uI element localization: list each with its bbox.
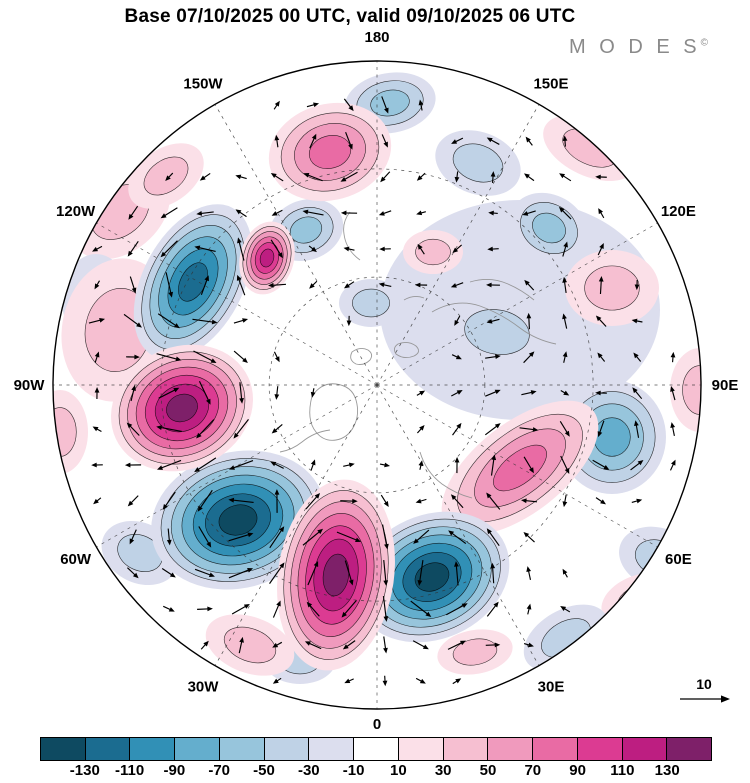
colorbar bbox=[40, 737, 712, 761]
lon-label: 90E bbox=[712, 377, 739, 394]
colorbar-tick: -30 bbox=[297, 762, 320, 779]
colorbar-tick: -70 bbox=[208, 762, 231, 779]
lon-label: 90W bbox=[14, 377, 46, 394]
vector-reference: 10 bbox=[668, 676, 738, 705]
lon-label: 120E bbox=[661, 203, 696, 220]
colorbar-segment bbox=[533, 738, 578, 760]
lon-label: 0 bbox=[373, 716, 381, 730]
wind-vectors bbox=[88, 96, 676, 687]
colorbar-segment bbox=[398, 738, 444, 760]
colorbar-segment bbox=[622, 738, 668, 760]
polar-map: 180 150W 120W 90W 60W 30W 0 30E 60E 90E 120E 150E bbox=[14, 29, 739, 730]
modes-logo: M O D E S© bbox=[569, 36, 708, 59]
colorbar-tick: 10 bbox=[390, 762, 407, 779]
colorbar-segment bbox=[219, 738, 265, 760]
lon-labels: 180 150W 120W 90W 60W 30W 0 30E 60E 90E 120E 150E bbox=[14, 29, 739, 730]
colorbar-segment bbox=[175, 738, 220, 760]
map-boundary bbox=[52, 60, 702, 710]
colorbar-segment bbox=[354, 738, 399, 760]
vector-reference-arrow bbox=[680, 695, 730, 703]
colorbar-segment bbox=[667, 738, 712, 760]
colorbar-tick-labels: -130 -110 -90 -70 -50 -30 -10 10 30 50 70 90 110 130 bbox=[0, 762, 750, 782]
modes-logo-mark: © bbox=[700, 37, 708, 49]
lon-label: 30W bbox=[188, 678, 220, 695]
lon-label: 120W bbox=[56, 203, 96, 220]
colorbar-tick: 70 bbox=[524, 762, 542, 779]
colorbar-segment bbox=[309, 738, 355, 760]
colorbar-tick: 90 bbox=[569, 762, 586, 779]
modes-logo-text: M O D E S bbox=[569, 36, 701, 58]
colorbar-tick: -90 bbox=[163, 762, 186, 779]
colorbar-segment bbox=[264, 738, 310, 760]
lon-label: 150E bbox=[533, 76, 568, 93]
lon-label: 150W bbox=[183, 76, 223, 93]
lon-label: 180 bbox=[364, 29, 389, 46]
chart-title: Base 07/10/2025 00 UTC, valid 09/10/2025… bbox=[124, 6, 576, 27]
lon-label: 60E bbox=[665, 551, 692, 568]
colorbar-tick: 130 bbox=[654, 762, 680, 779]
colorbar-tick: -110 bbox=[114, 762, 145, 779]
colorbar-tick: 50 bbox=[479, 762, 497, 779]
colorbar-segment bbox=[85, 738, 131, 760]
colorbar-tick: 110 bbox=[610, 762, 635, 779]
colorbar-segment bbox=[577, 738, 623, 760]
lon-label: 60W bbox=[60, 551, 92, 568]
graticule bbox=[53, 61, 701, 709]
colorbar-tick: -10 bbox=[342, 762, 365, 779]
colorbar-segment bbox=[130, 738, 176, 760]
colorbar-tick: -130 bbox=[69, 762, 100, 779]
coastlines bbox=[279, 211, 557, 499]
lon-label: 30E bbox=[538, 678, 565, 695]
colorbar-tick: 30 bbox=[434, 762, 452, 779]
colorbar-segment bbox=[443, 738, 489, 760]
colorbar-segment bbox=[41, 738, 86, 760]
vector-reference-value: 10 bbox=[696, 676, 712, 692]
colorbar-tick: -50 bbox=[253, 762, 275, 779]
colorbar-segment bbox=[488, 738, 534, 760]
